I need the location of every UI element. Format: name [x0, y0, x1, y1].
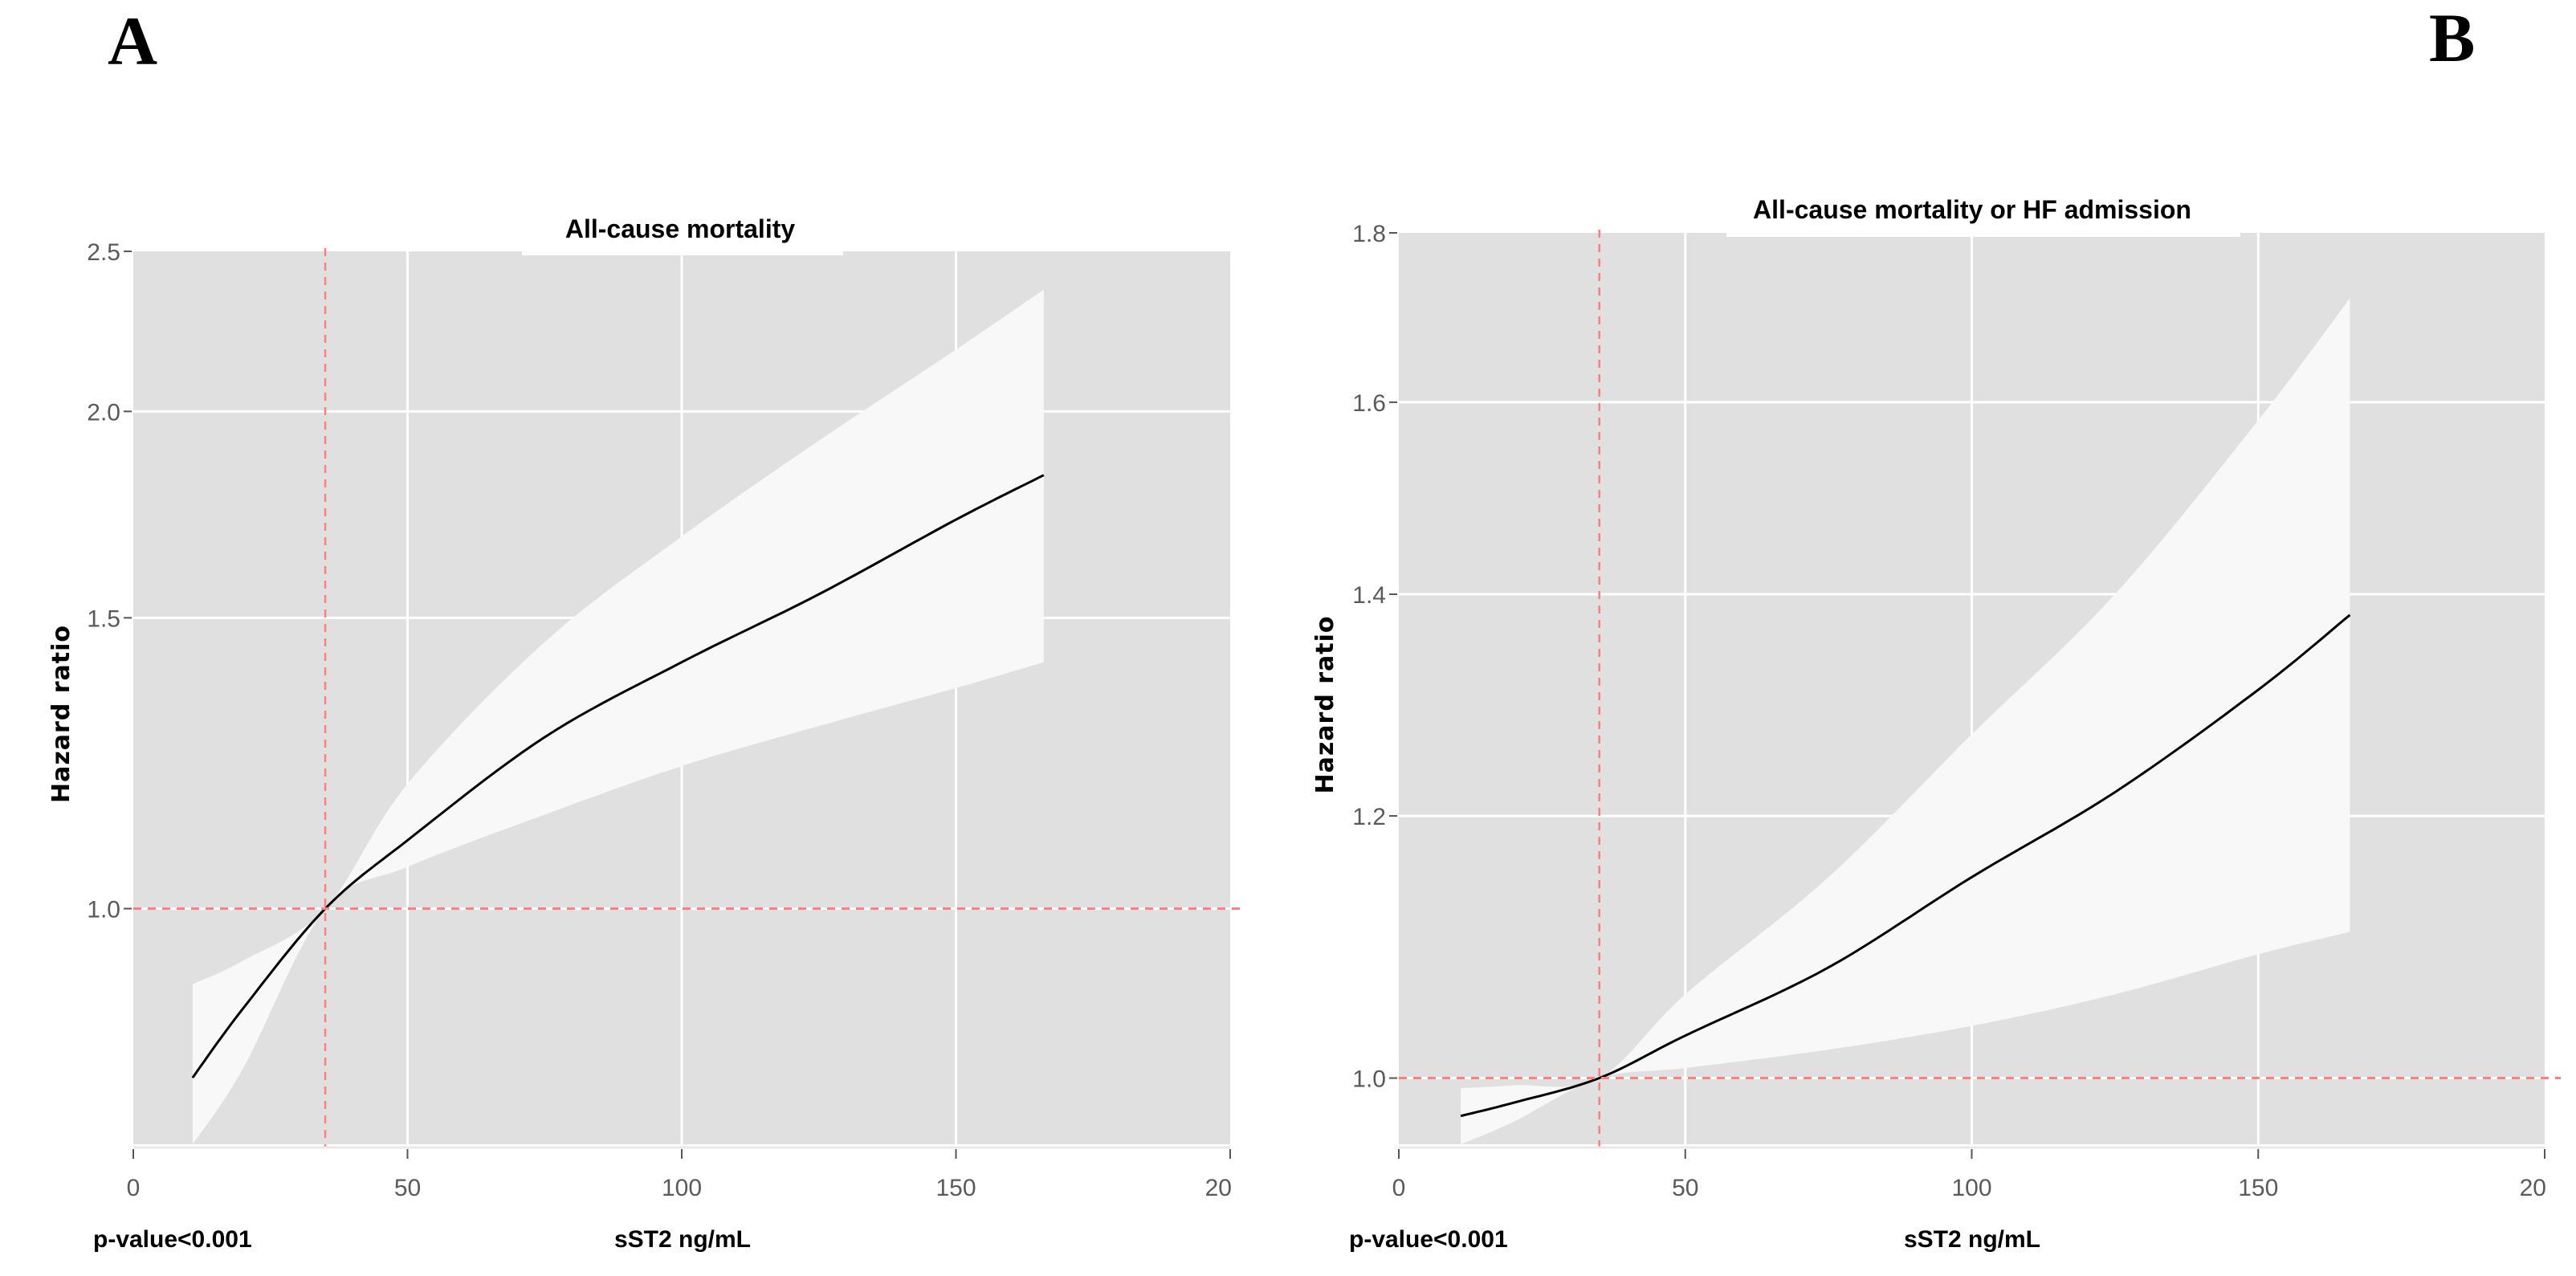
y-tick-label: 1.0: [1352, 1066, 1386, 1093]
y-axis-title: Hazard ratio: [1311, 615, 1339, 793]
x-tick-label: 20: [2520, 1175, 2546, 1201]
hazard-ratio-curve: [1460, 614, 2351, 1118]
x-axis-title: sST2 ng/mL: [1904, 1226, 2040, 1253]
y-tick-label: 1.4: [1352, 582, 1386, 609]
chart-panel-a: 1.0 1.5 2.0 2.5 0 50 100 150 20 All-cause morta…: [47, 214, 1246, 1253]
chart-panel-b: 1.0 1.2 1.4 1.6 1.8 0 50 100 150 20 All-cause mo…: [1311, 195, 2561, 1253]
panel-label-a: A: [108, 2, 158, 79]
gridlines: [1399, 233, 2545, 1144]
p-value-annotation: p-value<0.001: [93, 1226, 252, 1253]
y-axis-ticks: 1.0 1.2 1.4 1.6 1.8: [1352, 221, 1397, 1093]
y-tick-label: 1.8: [1352, 221, 1386, 247]
x-tick-label: 20: [1205, 1175, 1232, 1201]
confidence-band: [192, 289, 1044, 1145]
x-tick-label: 150: [2238, 1175, 2278, 1201]
confidence-band: [1461, 298, 2350, 1144]
x-tick-label: 100: [662, 1175, 702, 1201]
y-tick-label: 1.6: [1352, 390, 1386, 417]
title-notch: [1726, 232, 2240, 237]
chart-title: All-cause mortality: [565, 214, 796, 243]
y-tick-label: 1.2: [1352, 804, 1386, 830]
chart-title: All-cause mortality or HF admission: [1753, 195, 2191, 224]
x-tick-label: 50: [1672, 1175, 1698, 1201]
y-tick-label: 2.5: [87, 239, 120, 266]
p-value-annotation: p-value<0.001: [1349, 1226, 1508, 1253]
hazard-ratio-curve: [191, 474, 1045, 1078]
x-tick-label: 0: [127, 1175, 141, 1201]
x-axis-ticks: 0 50 100 150 20: [127, 1146, 1232, 1201]
y-tick-label: 1.5: [87, 605, 120, 632]
x-axis-ticks: 0 50 100 150 20: [1392, 1146, 2546, 1201]
y-tick-label: 1.0: [87, 897, 120, 923]
x-tick-label: 50: [394, 1175, 421, 1201]
y-axis-title: Hazard ratio: [47, 625, 75, 803]
x-axis-title: sST2 ng/mL: [614, 1226, 751, 1253]
x-tick-label: 150: [935, 1175, 976, 1201]
x-tick-label: 0: [1392, 1175, 1406, 1201]
panel-label-b: B: [2429, 0, 2476, 76]
y-axis-ticks: 1.0 1.5 2.0 2.5: [87, 239, 132, 923]
y-tick-label: 2.0: [87, 399, 120, 426]
x-tick-label: 100: [1951, 1175, 1991, 1201]
